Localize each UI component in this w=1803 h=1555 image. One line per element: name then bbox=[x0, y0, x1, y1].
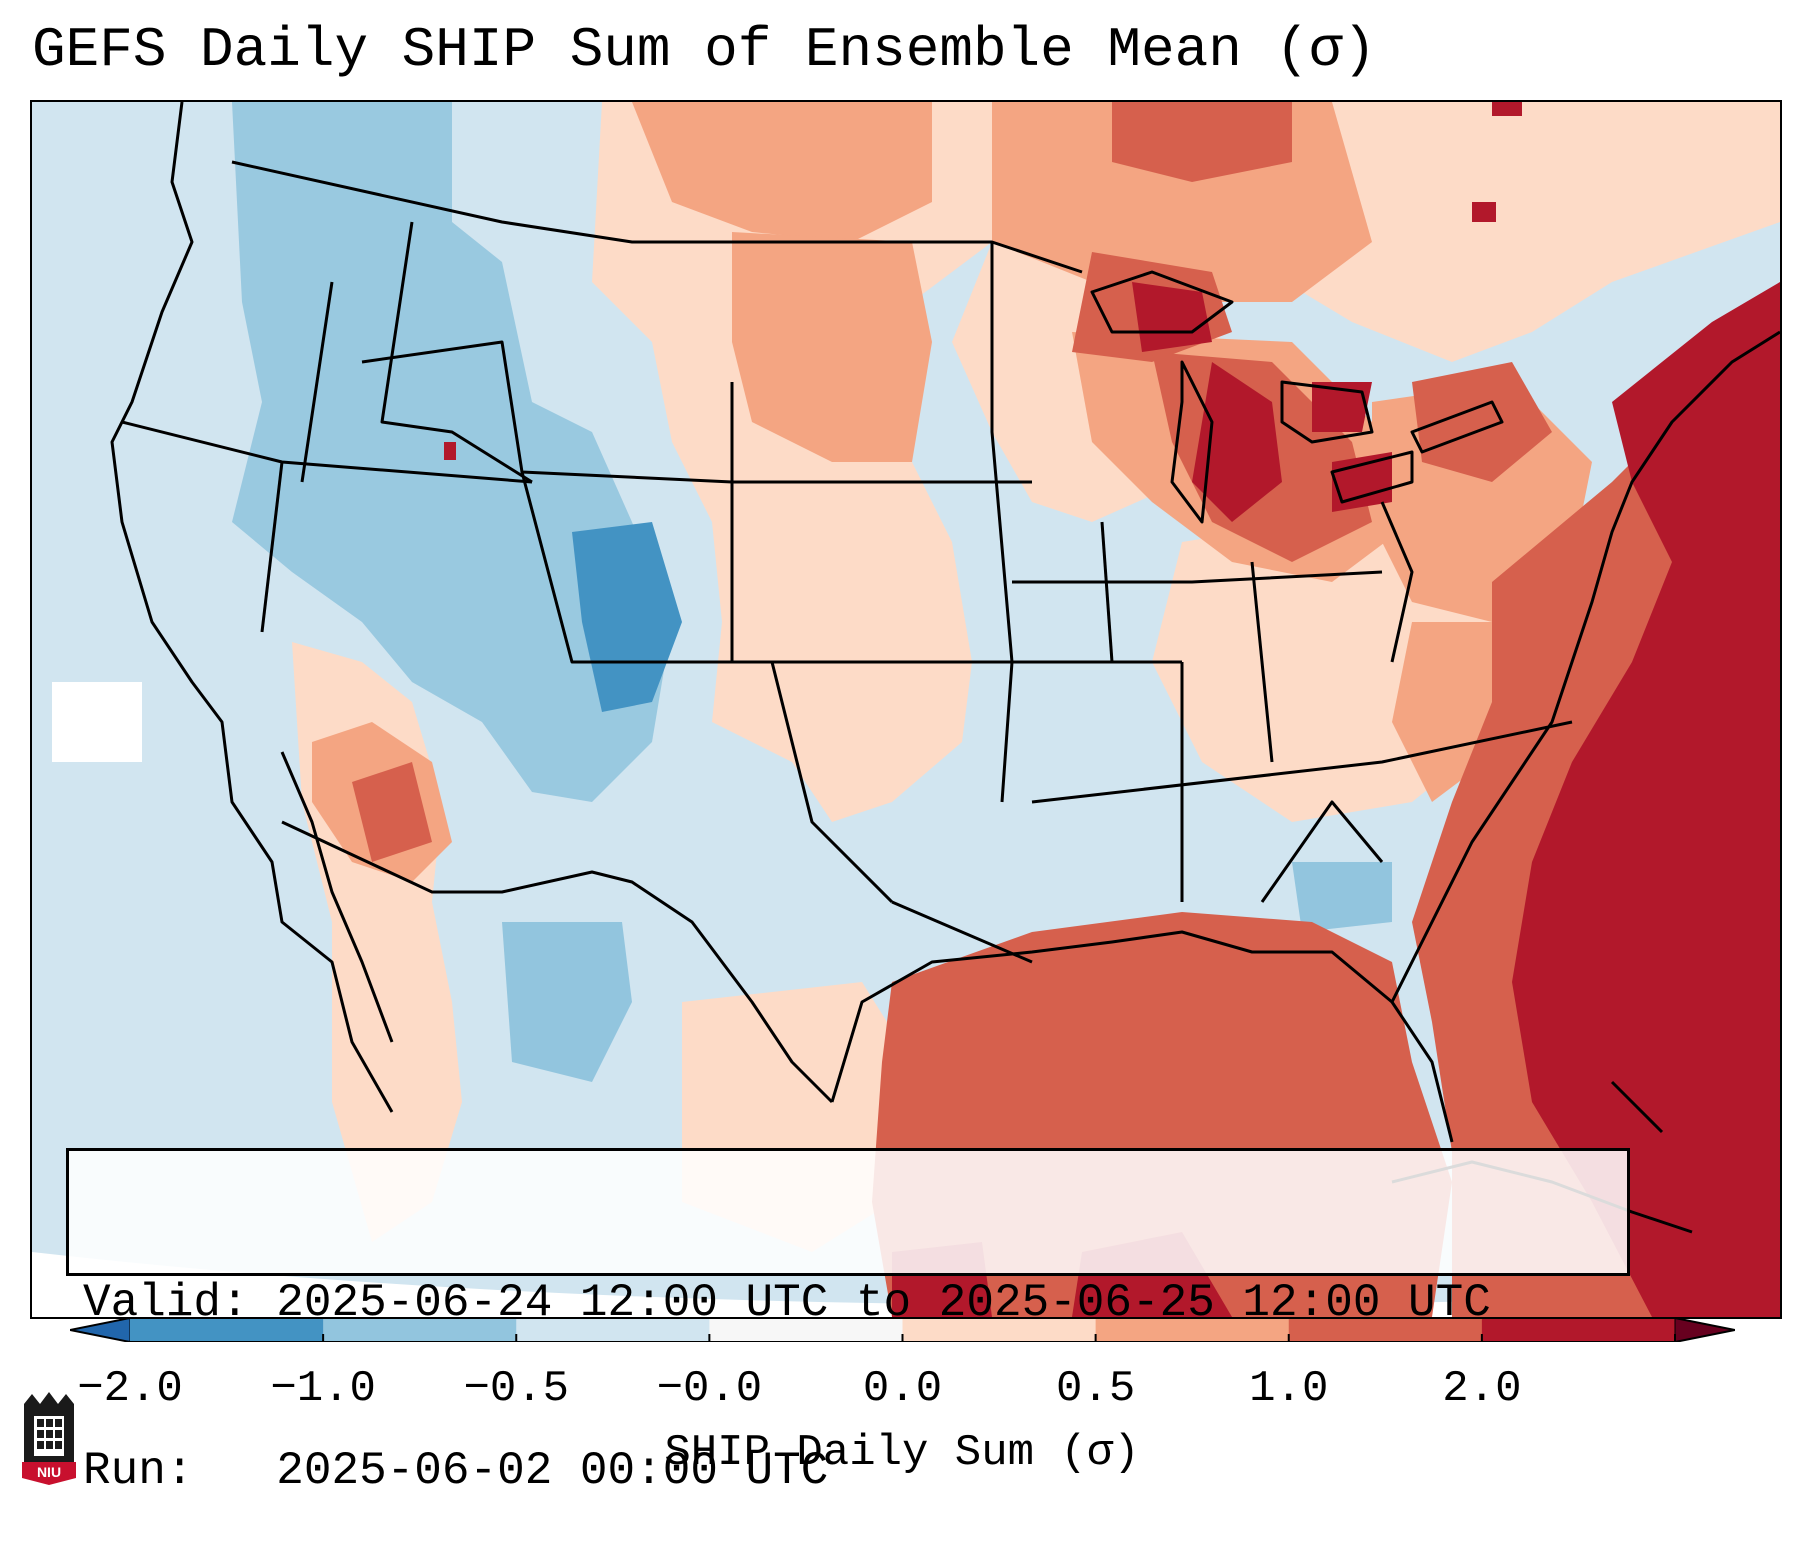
colorbar-segment bbox=[1095, 1318, 1290, 1342]
colorbar-segment bbox=[130, 1318, 324, 1342]
run-row: Run: 2025-06-02 00:00 UTC bbox=[83, 1443, 1613, 1499]
colorbar-segment bbox=[902, 1318, 1097, 1342]
colorbar-tick-label: 1.0 bbox=[1249, 1364, 1329, 1414]
colorbar-segment bbox=[709, 1318, 903, 1342]
ship-anomaly-map bbox=[32, 102, 1780, 1317]
colorbar-tick-label: −2.0 bbox=[77, 1364, 183, 1414]
validity-info-box: Valid: 2025-06-24 12:00 UTC to 2025-06-2… bbox=[66, 1148, 1630, 1497]
run-value: 2025-06-02 00:00 UTC bbox=[276, 1445, 829, 1497]
map-title: GEFS Daily SHIP Sum of Ensemble Mean (σ) bbox=[32, 18, 1377, 82]
niu-logo-icon bbox=[22, 1392, 76, 1485]
colorbar-under-extension bbox=[70, 1318, 131, 1342]
map-panel bbox=[30, 100, 1782, 1319]
colorbar-segment bbox=[1481, 1318, 1676, 1342]
colorbar-segment bbox=[516, 1318, 710, 1342]
niu-logo: NIU bbox=[20, 1390, 78, 1486]
colorbar-tick-label: −1.0 bbox=[270, 1364, 376, 1414]
colorbar-tick-label: −0.0 bbox=[656, 1364, 763, 1414]
colorbar-label: SHIP Daily Sum (σ) bbox=[664, 1428, 1140, 1478]
colorbar-segment bbox=[323, 1318, 517, 1342]
colorbar bbox=[70, 1318, 1735, 1342]
colorbar-tick-label: 0.0 bbox=[862, 1364, 943, 1414]
niu-logo-text: NIU bbox=[36, 1464, 62, 1480]
colorbar-tick-label: 0.5 bbox=[1056, 1364, 1136, 1414]
colorbar-tick-label: −0.5 bbox=[463, 1364, 570, 1414]
colorbar-tick-label: 2.0 bbox=[1442, 1364, 1522, 1414]
run-label: Run: bbox=[83, 1445, 249, 1497]
colorbar-segment bbox=[1288, 1318, 1483, 1342]
colorbar-graphic bbox=[70, 1318, 1735, 1342]
colorbar-over-extension bbox=[1674, 1318, 1735, 1342]
